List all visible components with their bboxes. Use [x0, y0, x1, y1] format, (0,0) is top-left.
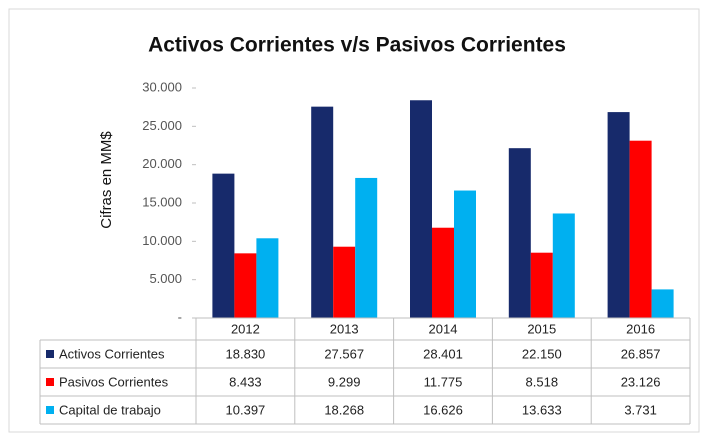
x-tick-label: 2015	[527, 321, 556, 336]
table-value: 26.857	[621, 346, 661, 361]
bar	[212, 173, 235, 318]
bar	[311, 106, 334, 318]
y-tick-label: 20.000	[142, 156, 182, 171]
table-value: 13.633	[522, 402, 562, 417]
table-value: 18.830	[226, 346, 266, 361]
legend-swatch	[46, 378, 54, 386]
y-axis-label: Cifras en MM$	[98, 131, 115, 229]
bar	[454, 190, 476, 318]
bar	[530, 252, 553, 318]
chart-frame	[8, 8, 700, 433]
y-tick-label: 15.000	[142, 194, 182, 209]
table-value: 18.268	[324, 402, 364, 417]
y-tick-label: 10.000	[142, 233, 182, 248]
x-tick-label: 2012	[231, 321, 260, 336]
table-value: 28.401	[423, 346, 463, 361]
legend-swatch	[46, 406, 54, 414]
legend-label: Pasivos Corrientes	[59, 374, 169, 389]
table-value: 11.775	[424, 374, 463, 389]
bar	[256, 238, 279, 318]
y-tick-label: 30.000	[142, 79, 182, 94]
y-tick-label: 5.000	[149, 271, 182, 286]
bar	[432, 227, 454, 318]
bar	[651, 289, 674, 318]
y-tick-label: 25.000	[142, 118, 182, 133]
x-tick-label: 2016	[626, 321, 655, 336]
legend-swatch	[46, 350, 54, 358]
y-tick-label: -	[178, 309, 182, 324]
table-value: 22.150	[522, 346, 562, 361]
bar	[508, 148, 531, 318]
bar	[629, 140, 652, 318]
bar	[607, 112, 630, 318]
table-value: 27.567	[324, 346, 364, 361]
table-value: 10.397	[226, 402, 266, 417]
bar	[333, 246, 356, 318]
bar	[234, 253, 257, 318]
legend-label: Capital de trabajo	[59, 402, 161, 417]
table-value: 8.433	[229, 374, 262, 389]
table-value: 9.299	[328, 374, 361, 389]
chart-title: Activos Corrientes v/s Pasivos Corriente…	[148, 34, 566, 57]
bar	[355, 177, 378, 318]
bar	[552, 213, 575, 318]
table-value: 3.731	[624, 402, 657, 417]
table-value: 23.126	[621, 374, 661, 389]
table-value: 8.518	[526, 374, 559, 389]
x-tick-label: 2014	[429, 321, 458, 336]
x-tick-label: 2013	[330, 321, 359, 336]
bar	[410, 100, 432, 318]
table-value: 16.626	[423, 402, 463, 417]
legend-label: Activos Corrientes	[59, 346, 165, 361]
